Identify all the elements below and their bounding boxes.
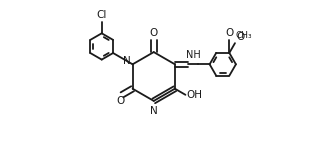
Text: Cl: Cl (96, 10, 107, 20)
Text: N: N (123, 56, 131, 66)
Text: O: O (236, 32, 244, 42)
Text: O: O (225, 28, 233, 38)
Text: OH: OH (186, 90, 203, 100)
Text: N: N (150, 106, 158, 116)
Text: O: O (150, 28, 158, 38)
Text: O: O (116, 96, 124, 106)
Text: NH: NH (186, 50, 201, 60)
Text: CH₃: CH₃ (236, 31, 253, 40)
